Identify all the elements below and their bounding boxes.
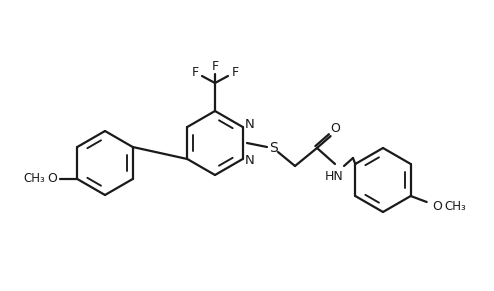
Text: N: N <box>245 155 254 168</box>
Text: O: O <box>47 173 57 185</box>
Text: O: O <box>433 200 443 212</box>
Text: N: N <box>245 118 254 132</box>
Text: F: F <box>231 67 239 79</box>
Text: HN: HN <box>325 169 343 182</box>
Text: O: O <box>330 122 340 134</box>
Text: CH₃: CH₃ <box>445 200 466 212</box>
Text: F: F <box>192 67 199 79</box>
Text: S: S <box>269 141 277 155</box>
Text: F: F <box>211 61 218 74</box>
Text: CH₃: CH₃ <box>24 173 45 185</box>
